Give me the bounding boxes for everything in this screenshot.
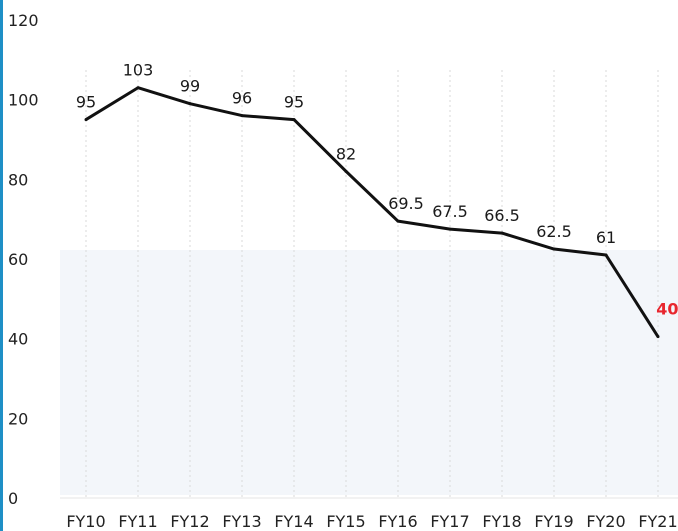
data-label: 99 [180, 77, 200, 96]
accent-edge-bar [0, 0, 3, 531]
data-point [500, 231, 504, 235]
data-label: 95 [284, 93, 304, 112]
x-tick-label: FY20 [586, 512, 625, 531]
data-label: 96 [232, 89, 252, 108]
data-label-highlight: 40.5 [656, 300, 678, 319]
x-tick-label: FY16 [378, 512, 417, 531]
x-tick-label: FY12 [170, 512, 209, 531]
x-tick-label: FY15 [326, 512, 365, 531]
data-label: 95 [76, 93, 96, 112]
data-label: 103 [123, 61, 154, 80]
data-label: 61 [596, 228, 616, 247]
x-tick-label: FY17 [430, 512, 469, 531]
data-point [552, 247, 556, 251]
data-label: 67.5 [432, 202, 468, 221]
data-point [448, 227, 452, 231]
y-tick-label: 40 [8, 330, 28, 349]
x-tick-label: FY21 [638, 512, 677, 531]
x-tick-label: FY18 [482, 512, 521, 531]
data-point [292, 118, 296, 122]
data-label: 69.5 [388, 194, 424, 213]
y-tick-label: 100 [8, 91, 39, 110]
x-tick-label: FY11 [118, 512, 157, 531]
y-tick-label: 80 [8, 170, 28, 189]
data-point [84, 118, 88, 122]
data-point [240, 114, 244, 118]
plot-shading [60, 250, 678, 495]
data-point [136, 86, 140, 90]
x-tick-label: FY19 [534, 512, 573, 531]
data-point [344, 169, 348, 173]
x-tick-label: FY10 [66, 512, 105, 531]
data-point [188, 102, 192, 106]
series-line [85, 86, 660, 338]
y-tick-label: 60 [8, 250, 28, 269]
y-tick-label: 0 [8, 489, 18, 508]
y-tick-label: 120 [8, 11, 39, 30]
data-point [396, 219, 400, 223]
y-tick-label: 20 [8, 409, 28, 428]
data-point [604, 253, 608, 257]
x-tick-label: FY14 [274, 512, 313, 531]
data-label: 82 [336, 144, 356, 163]
data-label: 66.5 [484, 206, 520, 225]
data-point [656, 335, 660, 339]
x-tick-label: FY13 [222, 512, 261, 531]
data-label: 62.5 [536, 222, 572, 241]
